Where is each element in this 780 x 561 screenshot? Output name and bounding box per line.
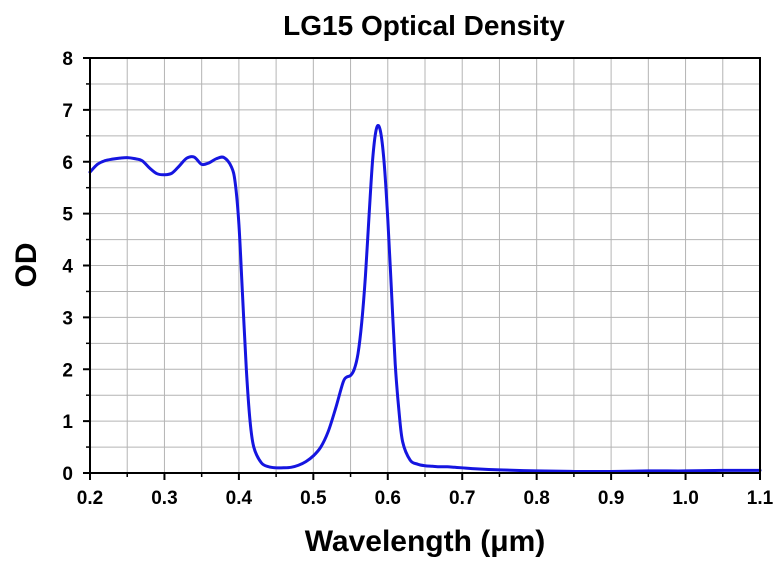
grid [90, 58, 760, 473]
y-axis-label: OD [10, 243, 43, 288]
y-tick-label: 8 [62, 49, 73, 70]
y-tick-labels: 0 1 2 3 4 5 6 7 8 [62, 49, 73, 485]
x-tick-labels: 0.2 0.3 0.4 0.5 0.6 0.7 0.8 0.9 1.0 1.1 [77, 488, 774, 509]
x-tick-label: 0.4 [226, 488, 253, 509]
y-tick-label: 0 [62, 464, 73, 485]
x-tick-label: 0.6 [375, 488, 401, 509]
x-tick-label: 1.1 [747, 488, 774, 509]
series [88, 123, 762, 474]
axis-ticks [83, 57, 761, 480]
x-tick-label: 0.2 [77, 488, 103, 509]
x-tick-label: 0.8 [523, 488, 549, 509]
series-line [88, 123, 762, 474]
y-tick-label: 7 [62, 101, 73, 122]
x-tick-label: 0.7 [449, 488, 475, 509]
x-tick-label: 0.9 [598, 488, 624, 509]
y-tick-label: 2 [62, 360, 73, 381]
x-tick-label: 1.0 [672, 488, 698, 509]
x-tick-label: 0.3 [151, 488, 177, 509]
y-tick-label: 5 [62, 205, 73, 226]
y-tick-label: 6 [62, 153, 73, 174]
chart-title: LG15 Optical Density [283, 10, 565, 41]
x-tick-label: 0.5 [300, 488, 327, 509]
y-tick-label: 3 [62, 308, 73, 329]
y-tick-label: 4 [62, 257, 73, 278]
x-axis-label: Wavelength (μm) [305, 525, 546, 558]
y-tick-label: 1 [62, 412, 73, 433]
